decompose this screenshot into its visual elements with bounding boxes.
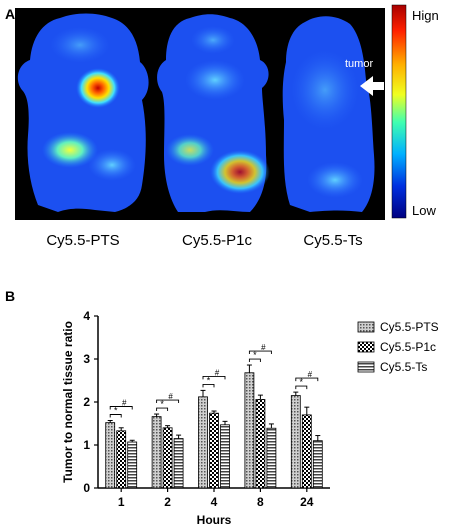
bar-Cy5.5-Ts (173, 438, 184, 489)
y-tick-label: 2 (83, 395, 90, 409)
significance-hash: # (308, 370, 313, 379)
panel-b-letter: B (5, 288, 16, 304)
x-tick-label: 24 (300, 495, 314, 509)
x-axis-label: Hours (197, 513, 232, 527)
bar-Cy5.5-Ts (266, 427, 277, 489)
significance-hash: # (261, 343, 266, 352)
bar-Cy5.5-P1c (162, 427, 173, 489)
colorbar-low-label: Low (412, 203, 436, 218)
significance-hash: # (168, 392, 173, 401)
significance-bracket (202, 375, 226, 380)
significance-hash: # (215, 368, 220, 377)
legend-swatch (357, 361, 375, 373)
significance-star: * (253, 350, 257, 360)
significance-star: * (160, 399, 164, 409)
significance-star: * (207, 375, 211, 385)
tumor-annotation: tumor (345, 58, 374, 70)
y-axis-label: Tumor to normal tissue ratio (61, 321, 75, 483)
significance-bracket (295, 385, 308, 390)
bar-Cy5.5-PTS (290, 395, 301, 489)
bar-Cy5.5-P1c (255, 399, 266, 489)
significance-bracket (295, 377, 319, 382)
colorbar (391, 4, 407, 219)
chart-axes: 0 1 2 3 4 Tumor to normal tissue ratio Hours 1 2… (61, 309, 330, 527)
legend-label: Cy5.5-Ts (380, 360, 427, 374)
significance-bracket (248, 358, 261, 363)
bar-Cy5.5-P1c (209, 412, 219, 489)
image-label-3: Cy5.5-Ts (303, 232, 363, 249)
x-tick-label: 4 (211, 495, 218, 509)
significance-bracket (156, 399, 180, 404)
bar-Cy5.5-P1c (116, 430, 127, 489)
bar-Cy5.5-Ts (220, 424, 230, 489)
significance-star: * (300, 377, 304, 387)
significance-bracket (202, 383, 215, 388)
x-tick-label: 2 (164, 495, 171, 509)
bar-Cy5.5-P1c (301, 414, 312, 489)
bar-Cy5.5-PTS (198, 396, 208, 489)
x-tick-label: 8 (257, 495, 264, 509)
bar-Cy5.5-PTS (151, 416, 162, 489)
y-tick-label: 0 (83, 481, 90, 495)
y-tick-label: 3 (83, 352, 90, 366)
bar-Cy5.5-Ts (127, 441, 138, 489)
bar-Cy5.5-PTS (244, 372, 255, 489)
tumor-arrow-icon (360, 76, 384, 96)
y-tick-label: 4 (83, 309, 90, 323)
significance-star: * (114, 405, 118, 415)
colorbar-high-label: Hign (412, 8, 439, 23)
x-tick-label: 1 (118, 495, 125, 509)
bar-Cy5.5-PTS (105, 422, 116, 489)
significance-bracket (109, 414, 122, 418)
mouse-image-2 (157, 14, 270, 212)
y-tick-label: 1 (83, 438, 90, 452)
image-label-2: Cy5.5-P1c (181, 232, 253, 249)
image-label-1: Cy5.5-PTS (46, 232, 120, 249)
mouse-image-3 (282, 16, 375, 212)
legend-swatch (357, 341, 375, 353)
significance-hash: # (122, 398, 127, 407)
legend-swatch (357, 321, 375, 333)
significance-bracket (156, 407, 169, 412)
bar-Cy5.5-Ts (312, 440, 323, 489)
legend-label: Cy5.5-P1c (380, 340, 436, 354)
significance-bracket (248, 350, 272, 355)
significance-bracket (109, 406, 133, 410)
legend-label: Cy5.5-PTS (380, 320, 439, 334)
mouse-image-1 (17, 13, 149, 212)
chart-legend: Cy5.5-PTS Cy5.5-P1c Cy5.5-Ts (357, 320, 439, 374)
panel-a-letter: A (5, 6, 16, 22)
chart-bars: * # * # * # * # * # (105, 343, 323, 489)
